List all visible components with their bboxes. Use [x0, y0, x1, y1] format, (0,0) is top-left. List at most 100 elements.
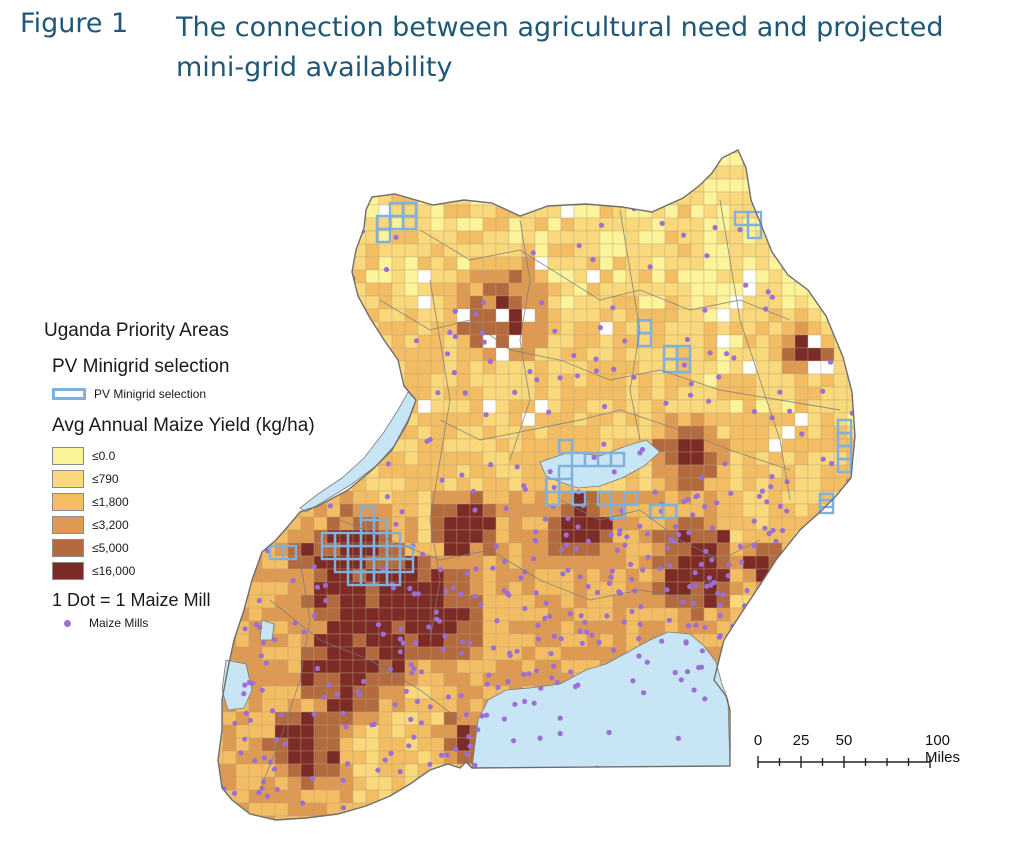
yield-cell [218, 217, 224, 232]
mill-dot [243, 710, 250, 716]
yield-cell [638, 217, 653, 232]
yield-cell [521, 581, 536, 596]
yield-cell [274, 321, 289, 336]
yield-cell [820, 607, 835, 622]
yield-cell [391, 620, 406, 635]
mill-dot [714, 500, 720, 506]
mill-dot [518, 775, 524, 781]
yield-cell [846, 802, 855, 817]
yield-cell [573, 269, 588, 284]
mill-dot [593, 368, 600, 374]
yield-cell [365, 672, 380, 687]
mill-dot [220, 805, 226, 811]
yield-cell [261, 178, 276, 193]
mill-dot [675, 735, 682, 741]
yield-cell [716, 776, 731, 791]
yield-cell [860, 413, 873, 426]
yield-cell [729, 399, 744, 414]
yield-cell [300, 269, 315, 284]
mill-dot [547, 468, 553, 475]
yield-cell [794, 217, 809, 232]
yield-cell [482, 802, 497, 817]
mill-dot [683, 640, 689, 646]
mill-dot [712, 224, 718, 231]
yield-cell [326, 217, 341, 232]
mill-dot [533, 529, 539, 535]
yield-cell [262, 829, 275, 842]
yield-cell [287, 451, 302, 466]
mill-dot [284, 390, 290, 397]
yield-cell [807, 269, 822, 284]
yield-cell [261, 399, 276, 414]
yield-cell [742, 334, 757, 349]
yield-cell [313, 737, 328, 752]
mill-dot [487, 358, 493, 365]
yield-cell [548, 829, 561, 842]
mill-dot [467, 743, 473, 749]
mill-dot [463, 712, 470, 718]
mill-dot [666, 617, 673, 623]
mill-dot [755, 656, 761, 662]
yield-cell [599, 165, 614, 180]
yield-cell [274, 451, 289, 466]
yield-cell [860, 608, 873, 621]
yield-cell [482, 165, 497, 180]
yield-cell [365, 646, 380, 661]
mill-dot [638, 604, 644, 610]
mill-dot [777, 503, 784, 509]
yield-cell [820, 568, 835, 583]
yield-cell [833, 490, 848, 505]
yield-cell [781, 646, 796, 661]
yield-cell [235, 646, 250, 661]
yield-cell [222, 815, 237, 820]
yield-cell [326, 412, 341, 427]
yield-cell [716, 308, 731, 323]
mill-dot [242, 682, 248, 688]
yield-cell [404, 269, 419, 284]
yield-cell [677, 217, 692, 232]
yield-cell [509, 829, 522, 842]
mill-dot [598, 222, 605, 228]
yield-cell [664, 594, 679, 609]
yield-cell [313, 347, 328, 362]
pv-selection-cell [818, 498, 835, 515]
yield-cell [300, 438, 315, 453]
yield-cell [261, 672, 276, 687]
mill-dot [334, 692, 340, 698]
yield-cell [287, 269, 302, 284]
yield-cell [742, 373, 757, 388]
yield-cell [703, 282, 718, 297]
mill-dot [733, 648, 739, 654]
yield-cell [690, 789, 705, 804]
yield-cell [404, 477, 419, 492]
mill-dot [628, 561, 634, 568]
yield-cell [235, 204, 250, 219]
yield-cell [287, 308, 302, 323]
yield-cell [846, 334, 855, 349]
yield-cell [703, 360, 718, 375]
yield-cell [586, 607, 601, 622]
yield-cell [534, 360, 549, 375]
yield-cell [703, 594, 718, 609]
mill-dot [392, 701, 398, 708]
yield-cell [612, 373, 627, 388]
yield-cell [534, 178, 549, 193]
yield-cell [495, 308, 510, 323]
yield-cell [326, 178, 341, 193]
yield-cell [547, 256, 562, 271]
yield-cell [729, 412, 744, 427]
yield-cell [300, 477, 315, 492]
yield-cell [742, 412, 757, 427]
yield-cell [599, 425, 614, 440]
yield-cell [846, 555, 855, 570]
yield-cell [820, 776, 835, 791]
yield-cell [599, 230, 614, 245]
yield-cell [847, 829, 860, 842]
mill-dot [348, 459, 354, 466]
yield-cell [469, 282, 484, 297]
yield-cell [378, 633, 393, 648]
yield-cell [664, 243, 679, 258]
mill-dot [227, 580, 233, 586]
yield-cell [222, 399, 237, 414]
yield-cell [495, 165, 510, 180]
